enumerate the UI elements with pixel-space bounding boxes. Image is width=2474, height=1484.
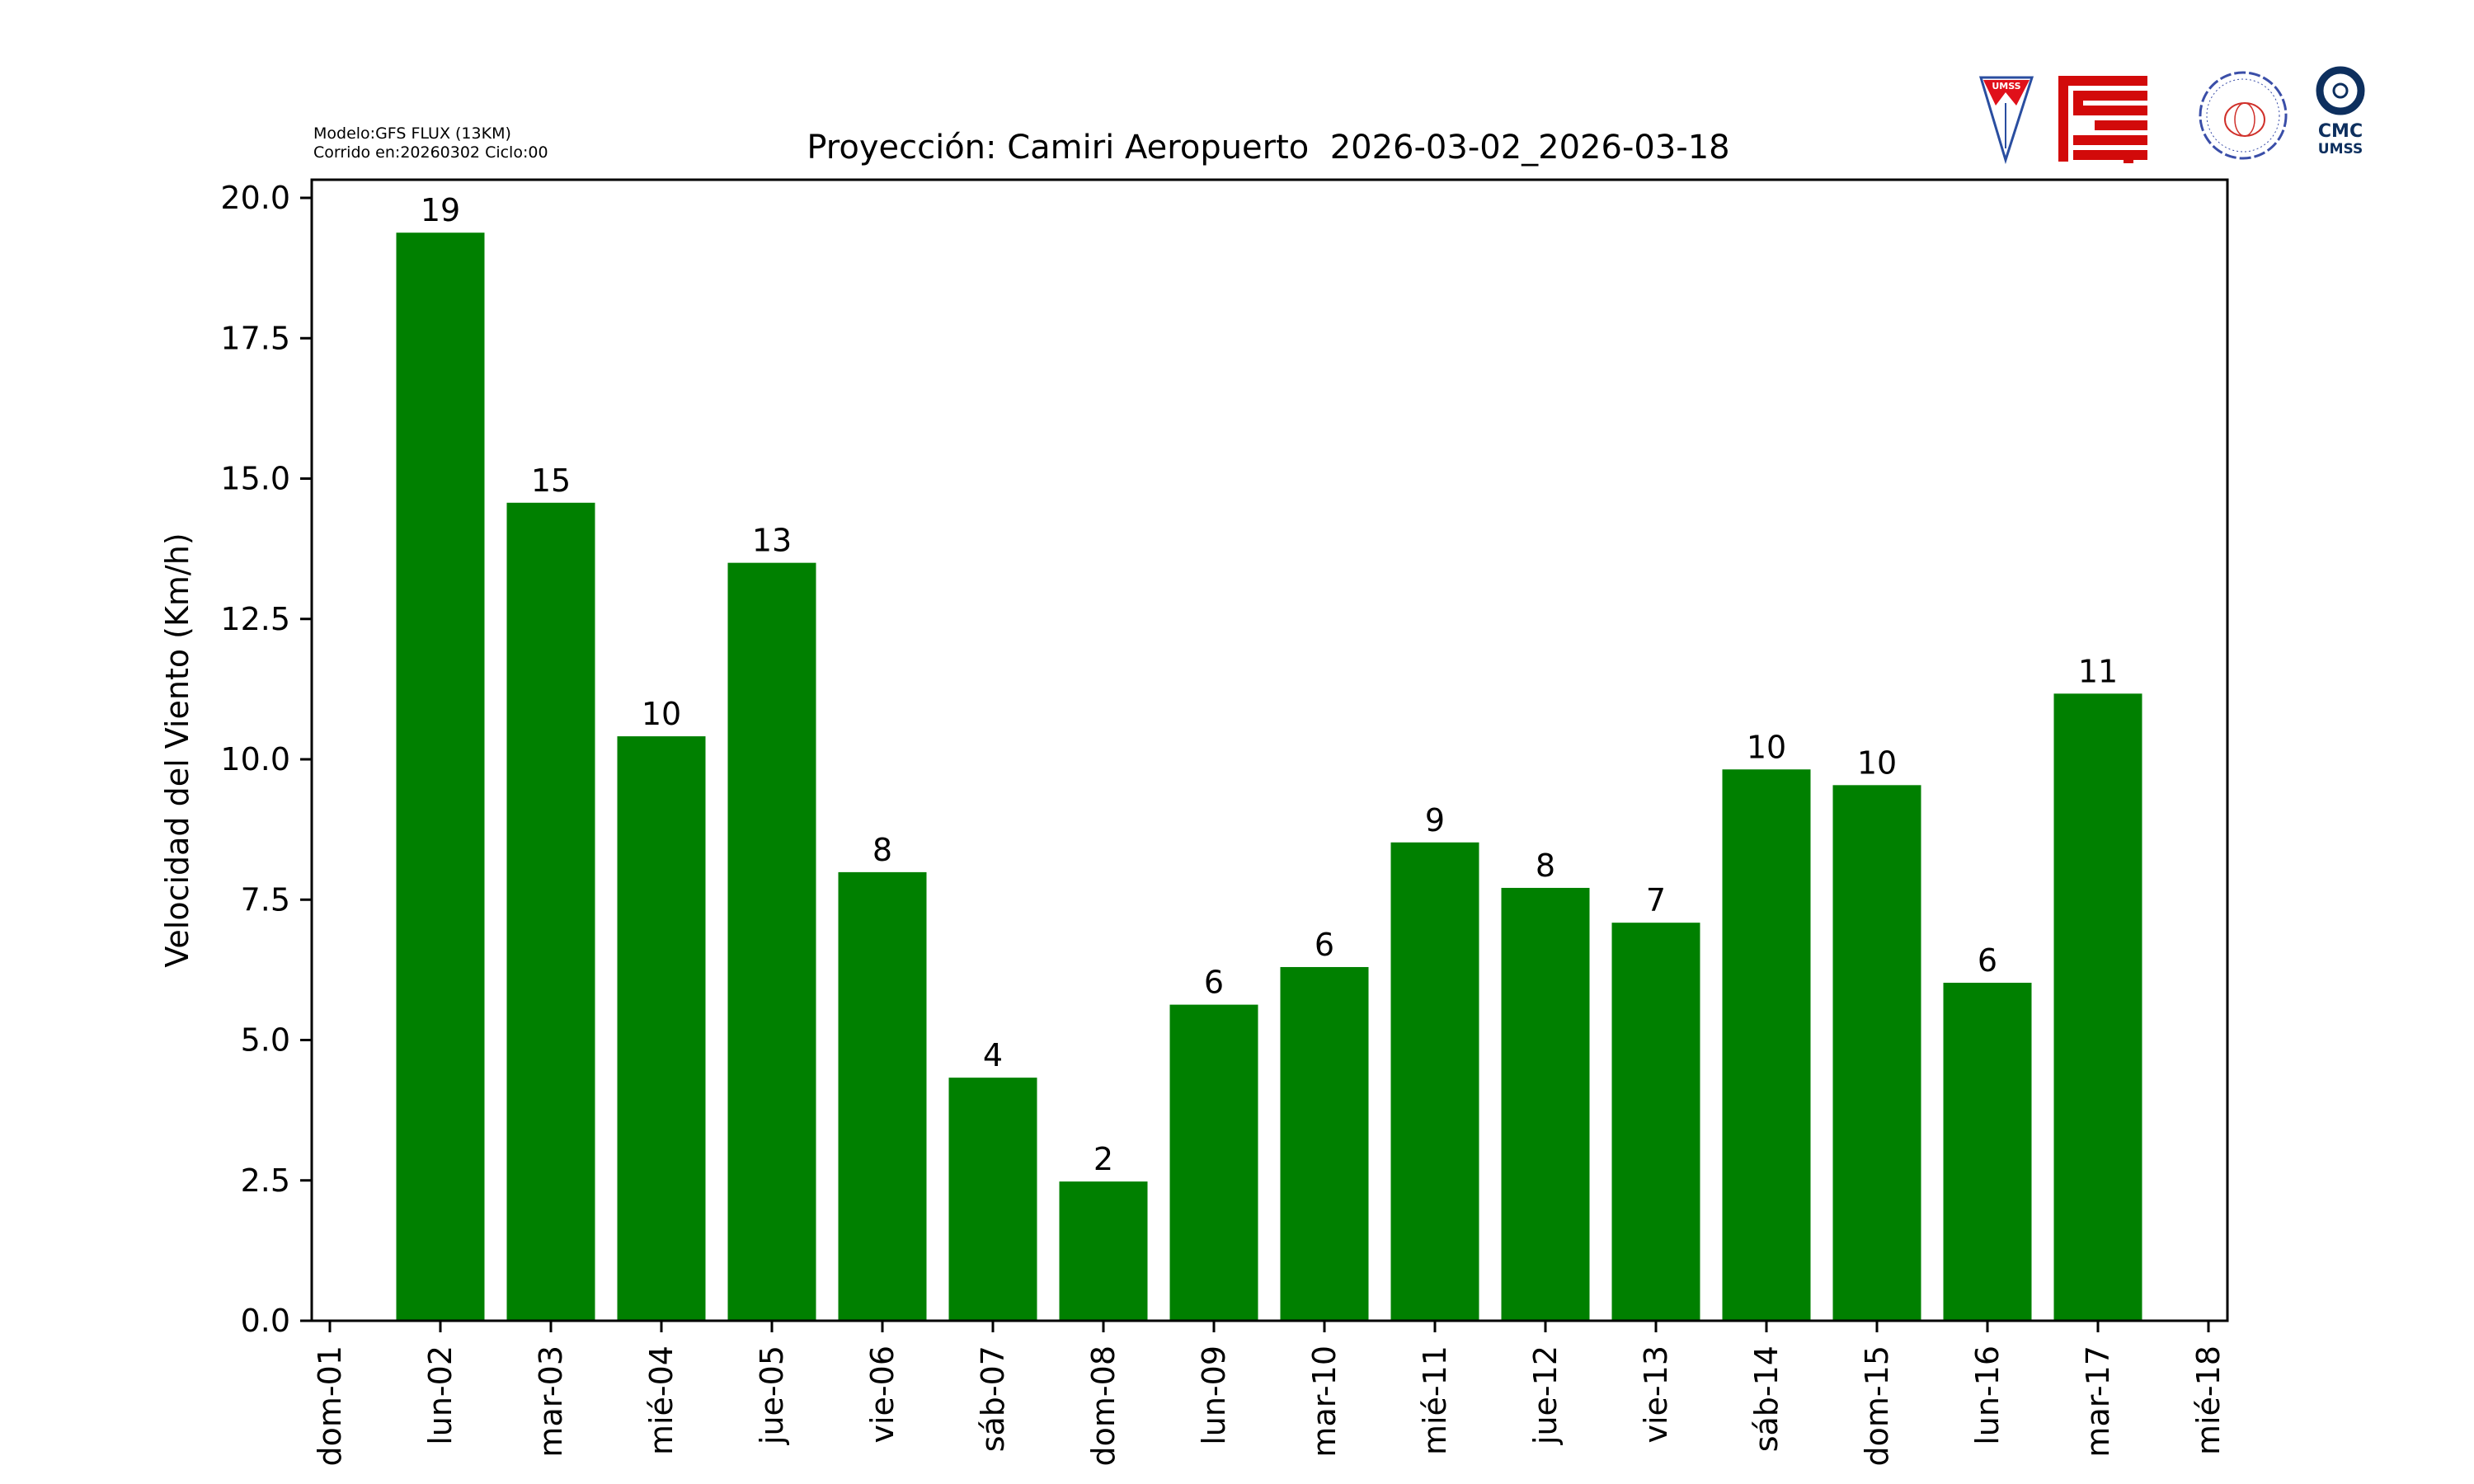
bar-mar-03 — [506, 502, 595, 1321]
x-tick-label: vie-06 — [864, 1345, 901, 1444]
x-tick-label: sáb-07 — [975, 1345, 1011, 1452]
y-tick-label: 17.5 — [220, 320, 290, 356]
y-tick-label: 10.0 — [220, 741, 290, 777]
data-label: 10 — [1857, 744, 1897, 781]
y-tick-label: 20.0 — [220, 180, 290, 216]
bar-lun-09 — [1169, 1004, 1258, 1321]
x-tick-label: mié-18 — [2190, 1345, 2227, 1455]
x-tick-label: vie-13 — [1638, 1345, 1674, 1444]
chart-title: Proyección: Camiri Aeropuerto 2026-03-02… — [807, 129, 1729, 167]
y-tick-label: 2.5 — [241, 1162, 290, 1199]
bar-jue-05 — [727, 562, 816, 1321]
bar-mié-11 — [1390, 842, 1479, 1321]
bar-jue-12 — [1501, 887, 1590, 1321]
bar-dom-15 — [1832, 785, 1921, 1321]
x-tick-label: jue-12 — [1527, 1345, 1564, 1445]
umss-shield-logo: UMSS — [1978, 76, 2034, 165]
y-tick-label: 12.5 — [220, 601, 290, 637]
data-label: 10 — [642, 696, 681, 732]
x-tick-label: lun-16 — [1969, 1345, 2006, 1445]
x-tick-label: mar-03 — [533, 1345, 569, 1458]
y-tick-label: 0.0 — [241, 1303, 290, 1339]
x-tick-label: mar-10 — [1306, 1345, 1343, 1458]
bar-sáb-14 — [1722, 769, 1811, 1321]
data-label: 19 — [421, 192, 460, 228]
x-tick-label: jue-05 — [754, 1345, 790, 1445]
data-label: 7 — [1646, 882, 1666, 918]
departamento-fisica-logo — [2199, 71, 2288, 160]
data-label: 8 — [872, 832, 892, 868]
y-axis-label: Velocidad del Viento (Km/h) — [159, 533, 195, 967]
data-label: 9 — [1425, 802, 1445, 838]
bar-mar-10 — [1280, 966, 1369, 1321]
bar-lun-16 — [1943, 983, 2032, 1321]
x-tick-label: dom-15 — [1859, 1345, 1895, 1466]
bar-vie-13 — [1611, 923, 1700, 1321]
x-tick-label: dom-08 — [1085, 1345, 1122, 1466]
y-tick-label: 7.5 — [241, 881, 290, 918]
x-tick-label: mié-04 — [643, 1345, 680, 1455]
fcyt-logo — [2058, 76, 2147, 163]
model-info: Modelo:GFS FLUX (13KM) — [313, 124, 511, 143]
svg-text:UMSS: UMSS — [2318, 141, 2363, 157]
x-tick-label: mié-11 — [1417, 1345, 1453, 1455]
x-tick-label: lun-02 — [422, 1345, 459, 1445]
svg-text:CMC: CMC — [2318, 121, 2363, 142]
data-label: 2 — [1094, 1141, 1113, 1177]
bar-lun-02 — [396, 232, 485, 1322]
data-label: 6 — [1978, 942, 1997, 979]
data-label: 4 — [983, 1037, 1003, 1073]
cmc-umss-logo: CMC UMSS — [2316, 66, 2365, 157]
data-label: 6 — [1315, 927, 1334, 963]
bar-dom-08 — [1059, 1181, 1148, 1321]
y-tick-label: 15.0 — [220, 461, 290, 497]
data-label: 15 — [531, 463, 571, 499]
data-label: 13 — [752, 523, 792, 559]
data-label: 11 — [2078, 653, 2118, 689]
run-info: Corrido en:20260302 Ciclo:00 — [313, 143, 548, 162]
data-label: 6 — [1204, 965, 1224, 1001]
bar-vie-06 — [838, 871, 927, 1321]
bar-mar-17 — [2053, 693, 2142, 1321]
data-label: 8 — [1536, 848, 1555, 884]
y-tick-label: 5.0 — [241, 1022, 290, 1059]
plot-frame — [310, 178, 2229, 1322]
x-tick-label: lun-09 — [1196, 1345, 1232, 1445]
x-tick-label: sáb-14 — [1748, 1345, 1785, 1452]
bar-sáb-07 — [948, 1078, 1037, 1321]
x-tick-label: dom-01 — [312, 1345, 348, 1466]
data-label: 10 — [1747, 729, 1786, 765]
svg-text:UMSS: UMSS — [1992, 81, 2020, 92]
x-tick-label: mar-17 — [2080, 1345, 2116, 1458]
bar-mié-04 — [617, 736, 706, 1321]
